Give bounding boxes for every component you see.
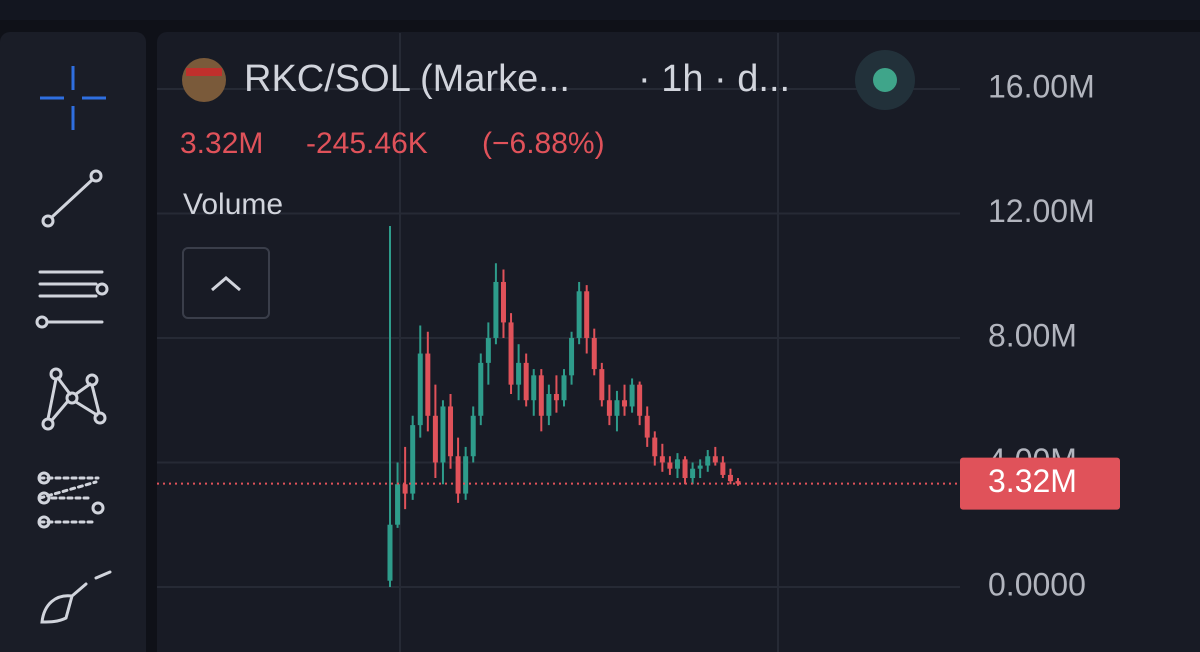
candle-body bbox=[599, 369, 605, 401]
candle-body bbox=[463, 456, 469, 494]
candle-body bbox=[697, 465, 703, 469]
horizontal-lines-tool[interactable] bbox=[35, 270, 109, 329]
candle-body bbox=[652, 437, 658, 457]
last-price-label: 3.32M bbox=[988, 463, 1077, 499]
top-bar bbox=[0, 0, 1200, 20]
candle-body bbox=[440, 406, 446, 463]
candle-body bbox=[720, 462, 726, 475]
candle-body bbox=[727, 474, 733, 482]
candle-body bbox=[470, 415, 476, 457]
candle-body bbox=[682, 459, 688, 479]
last-price-tag bbox=[960, 457, 1120, 510]
candle-body bbox=[531, 375, 537, 401]
candle-body bbox=[705, 456, 711, 466]
candle-body bbox=[576, 291, 582, 338]
candle-body bbox=[629, 384, 635, 407]
candle-body bbox=[402, 484, 408, 494]
candle-body bbox=[455, 456, 461, 494]
candle-body bbox=[712, 456, 718, 463]
candle-body bbox=[622, 400, 628, 407]
candle-body bbox=[523, 362, 529, 401]
candle-body bbox=[417, 353, 423, 426]
y-tick-label: 12.00M bbox=[988, 193, 1095, 229]
chart-panel bbox=[157, 32, 1200, 652]
candle-body bbox=[493, 281, 499, 338]
candle-body bbox=[659, 456, 665, 463]
candle-body bbox=[667, 462, 673, 469]
candle-body bbox=[569, 337, 575, 376]
candle-body bbox=[500, 281, 506, 323]
candle-body bbox=[614, 400, 620, 416]
candle-body bbox=[485, 337, 491, 363]
y-tick-label: 0.0000 bbox=[988, 566, 1086, 602]
candle-body bbox=[546, 394, 552, 416]
fib-tool[interactable] bbox=[37, 471, 105, 529]
crosshair-tool[interactable] bbox=[40, 66, 106, 130]
candle-body bbox=[432, 415, 438, 463]
candle-body bbox=[508, 322, 514, 385]
trend-line-tool[interactable] bbox=[41, 169, 103, 228]
candle-body bbox=[637, 384, 643, 416]
candle-body bbox=[584, 291, 590, 338]
interval: · 1h · d... bbox=[638, 58, 790, 100]
candle-body bbox=[387, 524, 393, 581]
candle-body bbox=[538, 375, 544, 416]
candle-body bbox=[516, 362, 522, 385]
candle-body bbox=[410, 425, 416, 494]
candle-body bbox=[561, 375, 567, 401]
candle-body bbox=[395, 484, 401, 525]
candle-body bbox=[478, 362, 484, 416]
change: -245.46K bbox=[306, 127, 428, 160]
change-pct: (−6.88%) bbox=[482, 127, 605, 160]
brush-tool[interactable] bbox=[40, 570, 112, 624]
last-value: 3.32M bbox=[180, 127, 263, 160]
candle-body bbox=[690, 468, 696, 479]
y-tick-label: 8.00M bbox=[988, 317, 1077, 353]
candle-body bbox=[448, 406, 454, 457]
candle-body bbox=[591, 337, 597, 370]
toolbar bbox=[0, 32, 146, 652]
pattern-tool[interactable] bbox=[41, 367, 107, 431]
candle-body bbox=[735, 481, 741, 484]
y-tick-label: 16.00M bbox=[988, 68, 1095, 104]
collapse-button[interactable] bbox=[182, 247, 270, 319]
candle-body bbox=[606, 400, 612, 416]
symbol: RKC/SOL (Marke... bbox=[244, 58, 570, 100]
candle-body bbox=[553, 394, 559, 401]
avatar-band bbox=[186, 68, 222, 76]
candle-body bbox=[674, 459, 680, 469]
status-dot bbox=[873, 68, 897, 92]
indicator-label: Volume bbox=[183, 188, 283, 221]
candle-body bbox=[644, 415, 650, 438]
avatar bbox=[182, 58, 226, 102]
candle-body bbox=[425, 353, 431, 416]
